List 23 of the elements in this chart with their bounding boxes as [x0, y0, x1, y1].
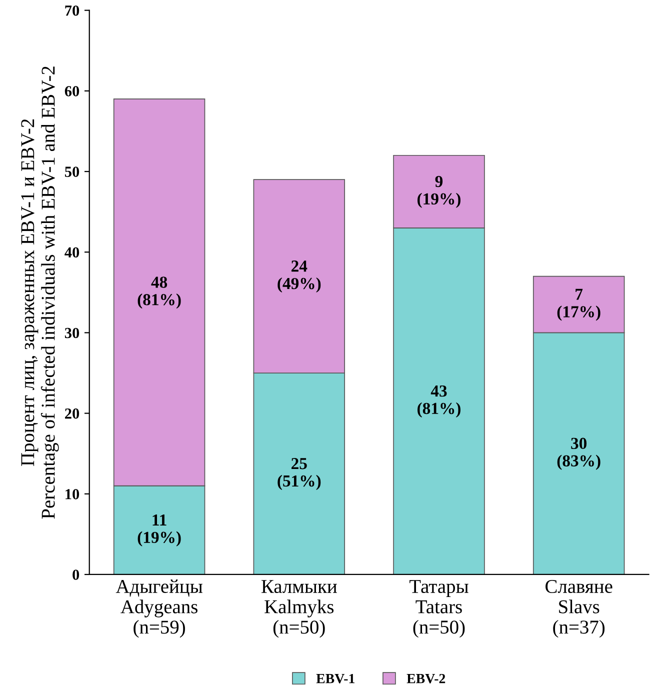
data-label: 9 (19%)	[418, 176, 460, 208]
x-tick-label: Адыгейцы Adygeans (n=59)	[116, 580, 202, 638]
y-tick-label: 30	[64, 328, 80, 338]
y-axis-title: Процент лиц, зараженных EBV-1 и EBV-2 Percentage of infected individuals with EBV-1 and EBV-2	[21, 66, 59, 519]
y-tick-label: 50	[64, 166, 80, 177]
x-tick-label: Славяне Slavs (n=37)	[546, 580, 612, 638]
y-tick-label: 20	[65, 408, 80, 419]
data-label: 7 (17%)	[557, 288, 600, 321]
x-tick-label: Татары Tatars (n=50)	[410, 580, 468, 638]
data-label: 30 (83%)	[557, 438, 600, 470]
legend-label: EBV-1	[316, 674, 354, 684]
data-label: 24 (49%)	[278, 260, 321, 293]
data-label: 48 (81%)	[138, 276, 181, 309]
data-label: 25 (51%)	[278, 458, 321, 490]
data-label: 43 (81%)	[418, 385, 460, 418]
y-tick-label: 0	[72, 570, 80, 580]
data-label: 11 (19%)	[138, 514, 181, 546]
y-tick-label: 40	[64, 247, 80, 258]
y-tick-label: 10	[66, 489, 80, 500]
legend-label: EBV-2	[406, 674, 446, 684]
y-tick-label: 60	[64, 86, 80, 96]
y-tick-label: 70	[65, 5, 80, 16]
x-tick-label: Калмыки Kalmyks (n=50)	[261, 580, 337, 638]
